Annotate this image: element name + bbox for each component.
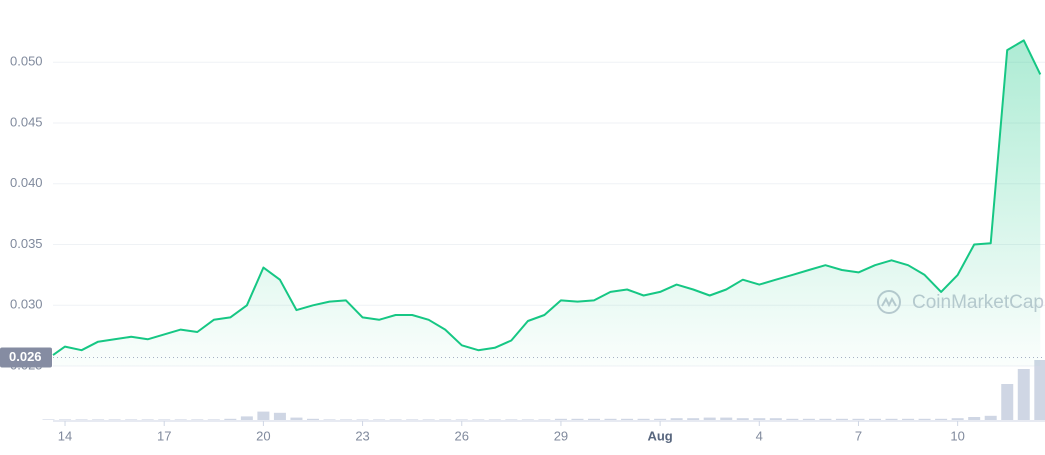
volume-bar [902,418,915,420]
volume-bar [406,419,419,420]
price-line [52,39,1042,356]
x-tick-label: 23 [355,428,369,443]
volume-bar [869,418,881,420]
volume-bar [174,419,187,420]
volume-bar [720,417,733,420]
y-tick-label: 0.045 [10,114,43,129]
volume-bar [687,418,700,420]
volume-bar [455,419,468,420]
volume-bar [224,418,237,420]
volume-bar [637,418,650,420]
x-tick-label: 7 [855,428,862,443]
y-tick-label: 0.030 [10,297,43,312]
volume-bar [538,419,551,420]
volume-bar [323,419,336,420]
x-tick-label: 17 [157,428,171,443]
y-tick-label: 0.040 [10,175,43,190]
volume-bar [621,418,634,420]
volume-bar [1034,360,1045,420]
volume-bar [819,418,832,420]
volume-bar [42,419,55,420]
y-tick-label: 0.035 [10,236,43,251]
volume-bar [935,418,948,420]
volume-bar [769,418,782,420]
volume-bar [373,419,386,420]
x-tick-label: Aug [647,428,672,443]
x-tick-label: 26 [455,428,469,443]
volume-bar [1017,369,1030,420]
volume-bar [604,418,617,420]
volume-bar [108,419,121,420]
volume-bar [306,418,319,420]
volume-bar [273,412,286,420]
volume-bar [554,418,567,420]
volume-bar [968,417,981,420]
volume-bar [240,416,253,420]
x-tick-label: 20 [256,428,270,443]
y-tick-label: 0.050 [10,54,43,69]
volume-bar [736,418,749,420]
volume-bar [654,418,667,420]
volume-bar [191,419,204,420]
volume-bar [340,419,353,420]
volume-bar [984,415,997,420]
volume-bar [885,418,898,420]
volume-bar [703,417,716,420]
x-tick-label: 4 [756,428,763,443]
volume-bar [422,419,435,420]
reference-label: 0.026 [9,349,42,364]
volume-bar [670,418,683,420]
volume-bar [505,419,518,420]
volume-bar [835,418,848,420]
volume-bar [158,419,171,420]
price-area [53,40,1041,367]
reference-label-box [0,347,52,368]
volume-bar [951,418,964,420]
x-tick-label: 10 [950,428,964,443]
volume-bar [1001,384,1014,420]
volume-bar [75,419,88,420]
volume-bar [59,419,72,420]
volume-bar [290,417,303,420]
volume-bar [125,419,138,420]
volume-bar [571,418,584,420]
volume-bar [786,418,799,420]
volume-bar [852,418,865,420]
volume-bar [802,418,815,420]
volume-bar [207,419,220,420]
volume-bar [488,419,501,420]
volume-bar [587,418,600,420]
volume-bar [389,419,402,420]
x-tick-label: 14 [58,428,72,443]
volume-bar [918,418,931,420]
volume-bar [356,419,369,420]
volume-bar [472,419,485,420]
volume-bar [439,419,452,420]
volume-bar [141,419,154,420]
volume-bar [92,419,105,420]
volume-bar [257,411,270,420]
volume-bar [753,418,766,420]
x-tick-label: 29 [554,428,568,443]
volume-bar [521,419,534,420]
